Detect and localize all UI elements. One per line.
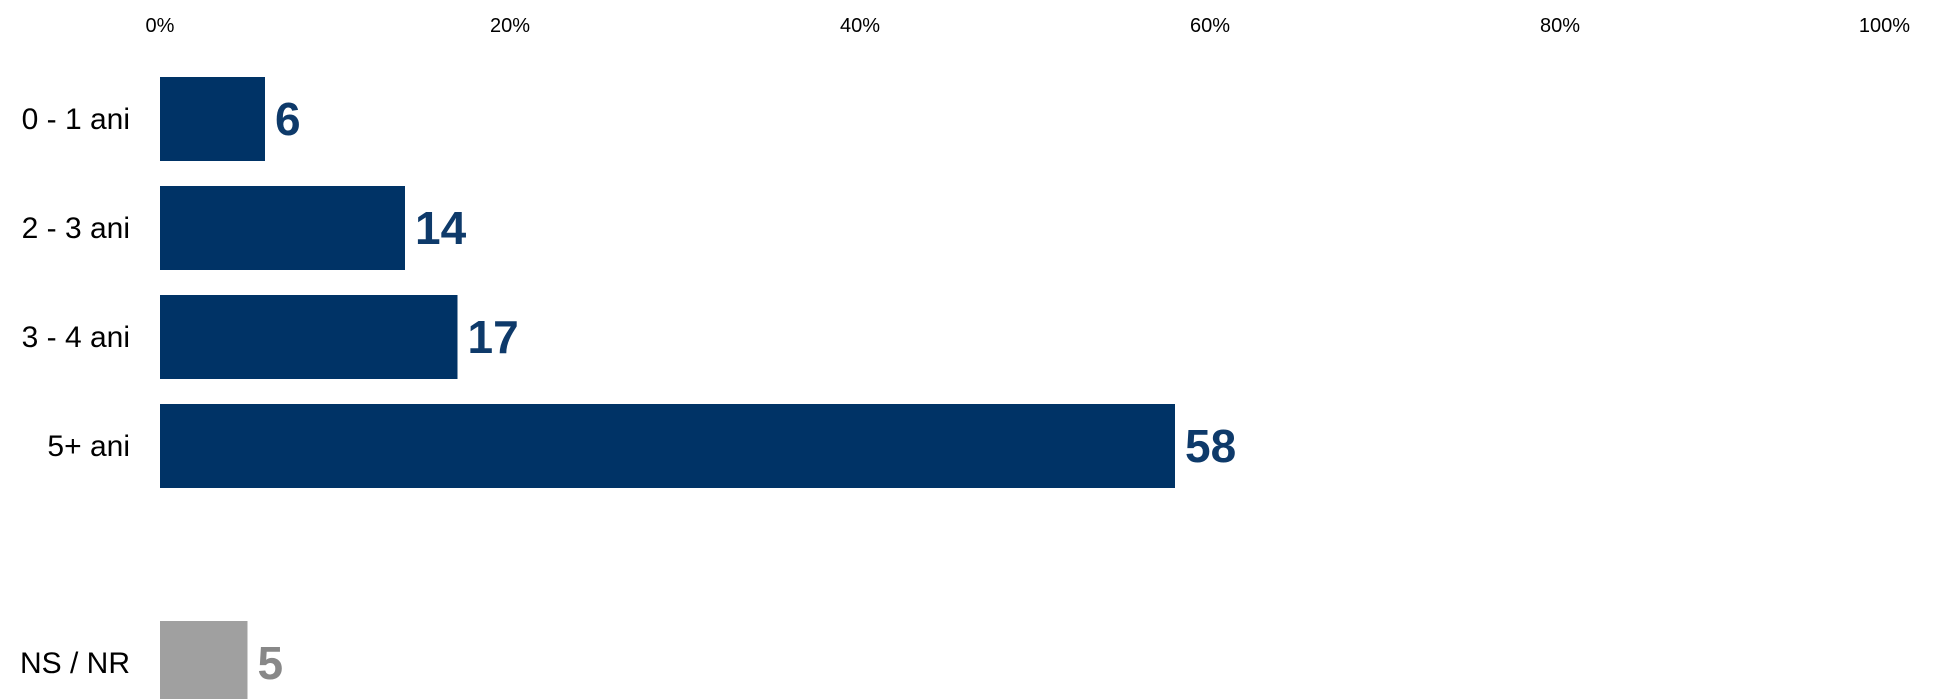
x-axis-ticks: 0% 20% 40% 60% 80% 100% [146,15,1911,37]
category-label: 5+ ani [47,430,130,463]
data-label: 58 [1185,420,1236,472]
x-tick-label: 100% [1859,15,1910,37]
x-tick-label: 80% [1540,15,1580,37]
data-label: 6 [275,93,301,145]
value-labels: 6 14 17 58 5 [258,93,1237,689]
data-label: 14 [415,202,467,254]
category-label: 0 - 1 ani [22,103,130,136]
x-tick-label: 40% [840,15,880,37]
x-tick-label: 0% [146,15,175,37]
data-label: 17 [468,311,519,363]
bar [160,621,248,699]
bar [160,295,458,379]
bar [160,186,405,270]
bars-group [160,77,1175,699]
bar [160,77,265,161]
category-labels: 0 - 1 ani 2 - 3 ani 3 - 4 ani 5+ ani NS / NR [20,103,130,680]
x-tick-label: 60% [1190,15,1230,37]
bar [160,404,1175,488]
data-label: 5 [258,637,284,689]
x-tick-label: 20% [490,15,530,37]
category-label: 3 - 4 ani [22,321,130,354]
category-label: NS / NR [20,647,130,680]
category-label: 2 - 3 ani [22,212,130,245]
